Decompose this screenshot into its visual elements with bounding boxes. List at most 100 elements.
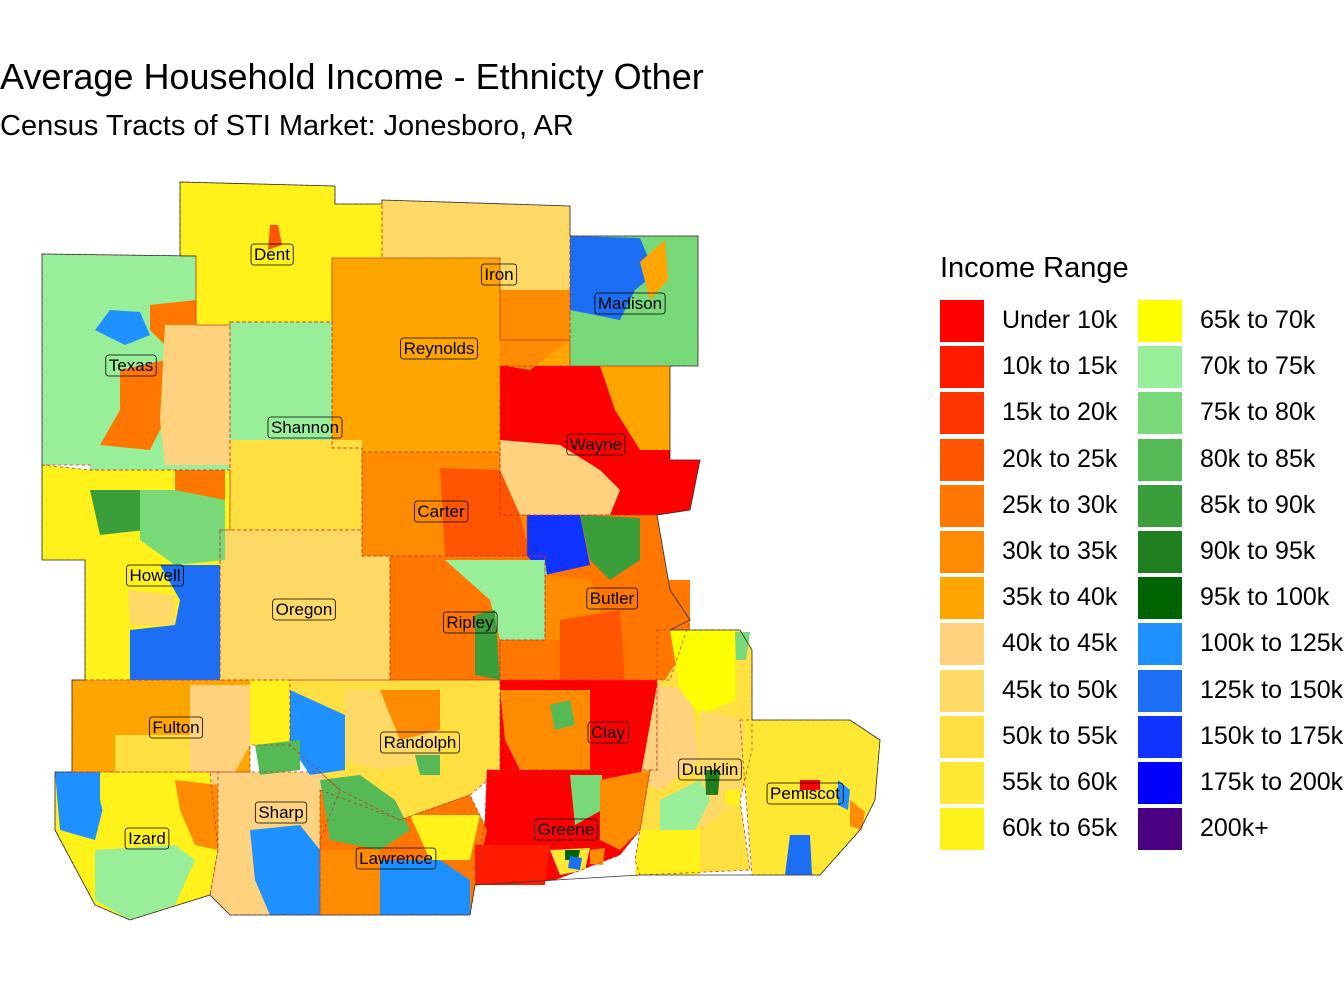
county-label-box — [124, 827, 170, 850]
legend-item: 75k to 80k — [1138, 392, 1344, 438]
county-name: Madison — [598, 294, 662, 313]
county-label-box — [267, 416, 343, 439]
county-regions — [41, 181, 881, 921]
tract-region — [590, 848, 605, 865]
county-name: Lawrence — [359, 849, 433, 868]
legend-label: 35k to 40k — [1002, 583, 1118, 612]
legend-swatch — [1138, 762, 1182, 804]
tract-region — [100, 775, 175, 840]
legend-item: 10k to 15k — [940, 346, 1150, 392]
legend-item: 100k to 125k — [1138, 623, 1344, 669]
county-label-sharp: Sharp — [254, 801, 308, 824]
tract-region — [380, 860, 470, 915]
legend-item: 15k to 20k — [940, 392, 1150, 438]
county-label-box — [126, 564, 184, 587]
legend-item: Under 10k — [940, 300, 1150, 346]
tract-region — [55, 772, 105, 840]
county-label-oregon: Oregon — [272, 598, 336, 621]
tract-region — [500, 290, 570, 370]
tract-region — [568, 856, 582, 870]
tract-region — [600, 366, 670, 450]
county-label-iron: Iron — [480, 263, 518, 286]
county-label-box — [480, 263, 518, 286]
county-label-pemiscot: Pemiscot — [766, 782, 844, 805]
county-name: Oregon — [276, 600, 333, 619]
legend-swatch — [1138, 392, 1182, 435]
legend-label: 20k to 25k — [1002, 444, 1118, 473]
county-name: Izard — [128, 829, 166, 848]
county-name: Iron — [484, 265, 513, 284]
legend-item: 45k to 50k — [940, 669, 1150, 716]
legend-label: 25k to 30k — [1002, 490, 1118, 519]
tract-region — [380, 690, 440, 740]
county-boundary — [487, 679, 658, 771]
tract-region — [115, 735, 190, 772]
tract-region — [290, 690, 345, 775]
tract-region — [415, 755, 440, 775]
legend-item: 20k to 25k — [940, 438, 1150, 485]
legend-label: 15k to 20k — [1002, 398, 1118, 427]
county-label-box — [678, 758, 742, 781]
county-name: Clay — [591, 723, 626, 742]
tract-region — [660, 780, 710, 845]
county-label-box — [566, 433, 626, 456]
county-label-randolph: Randolph — [380, 731, 460, 754]
legend-label: 200k+ — [1200, 814, 1269, 843]
legend-swatch — [1138, 484, 1182, 527]
tract-region — [225, 580, 390, 680]
tract-region — [500, 440, 620, 515]
legend-label: 65k to 70k — [1200, 306, 1316, 334]
legend-item: 65k to 70k — [1138, 300, 1344, 346]
legend-swatch — [940, 762, 984, 804]
county-label-box — [534, 818, 598, 841]
county-name: Carter — [417, 502, 465, 521]
county-label-wayne: Wayne — [566, 433, 626, 456]
legend-item: 50k to 55k — [940, 715, 1150, 762]
tract-region — [510, 370, 650, 470]
legend-label: 95k to 100k — [1200, 583, 1330, 612]
county-name: Wayne — [570, 435, 622, 454]
legend-swatch — [1138, 715, 1182, 758]
county-name: Sharp — [258, 803, 303, 822]
tract-region — [175, 780, 218, 850]
county-name: Greene — [538, 820, 595, 839]
tract-region — [600, 580, 690, 680]
county-label-greene: Greene — [534, 818, 598, 841]
county-name: Reynolds — [404, 339, 475, 358]
county-label-box — [413, 500, 469, 523]
county-name: Randolph — [384, 733, 457, 752]
tract-region — [850, 800, 865, 830]
tract-region — [705, 770, 720, 795]
county-label-carter: Carter — [413, 500, 469, 523]
legend-label: 55k to 60k — [1002, 768, 1118, 796]
tract-region — [230, 440, 362, 530]
county-name: Pemiscot — [770, 784, 840, 803]
county-label-lawrence: Lawrence — [355, 847, 437, 870]
map-title: Average Household Income - Ethnicty Othe… — [0, 56, 704, 97]
tract-region — [635, 830, 700, 875]
tract-region — [250, 825, 320, 915]
tract-region — [735, 632, 750, 660]
tract-region — [175, 470, 225, 500]
county-boundary — [389, 555, 546, 681]
county-label-box — [355, 847, 437, 870]
legend-item: 55k to 60k — [940, 762, 1150, 808]
county-name: Dunklin — [682, 760, 739, 779]
county-boundary — [229, 321, 363, 531]
county-name: Howell — [129, 566, 180, 585]
county-label-box — [587, 721, 629, 744]
tract-region — [130, 565, 220, 680]
legend-swatch — [1138, 577, 1182, 620]
tract-region — [490, 770, 575, 845]
tract-region — [838, 780, 850, 810]
legend-swatch — [1138, 623, 1182, 666]
legend-swatch — [940, 715, 984, 758]
legend-label: 175k to 200k — [1200, 768, 1344, 796]
legend-item: 70k to 75k — [1138, 346, 1344, 392]
county-label-izard: Izard — [124, 827, 170, 850]
tract-region — [600, 770, 650, 850]
tract-region — [100, 360, 165, 450]
county-name: Dent — [254, 245, 290, 264]
tract-region — [410, 815, 480, 860]
county-name: Shannon — [271, 418, 339, 437]
